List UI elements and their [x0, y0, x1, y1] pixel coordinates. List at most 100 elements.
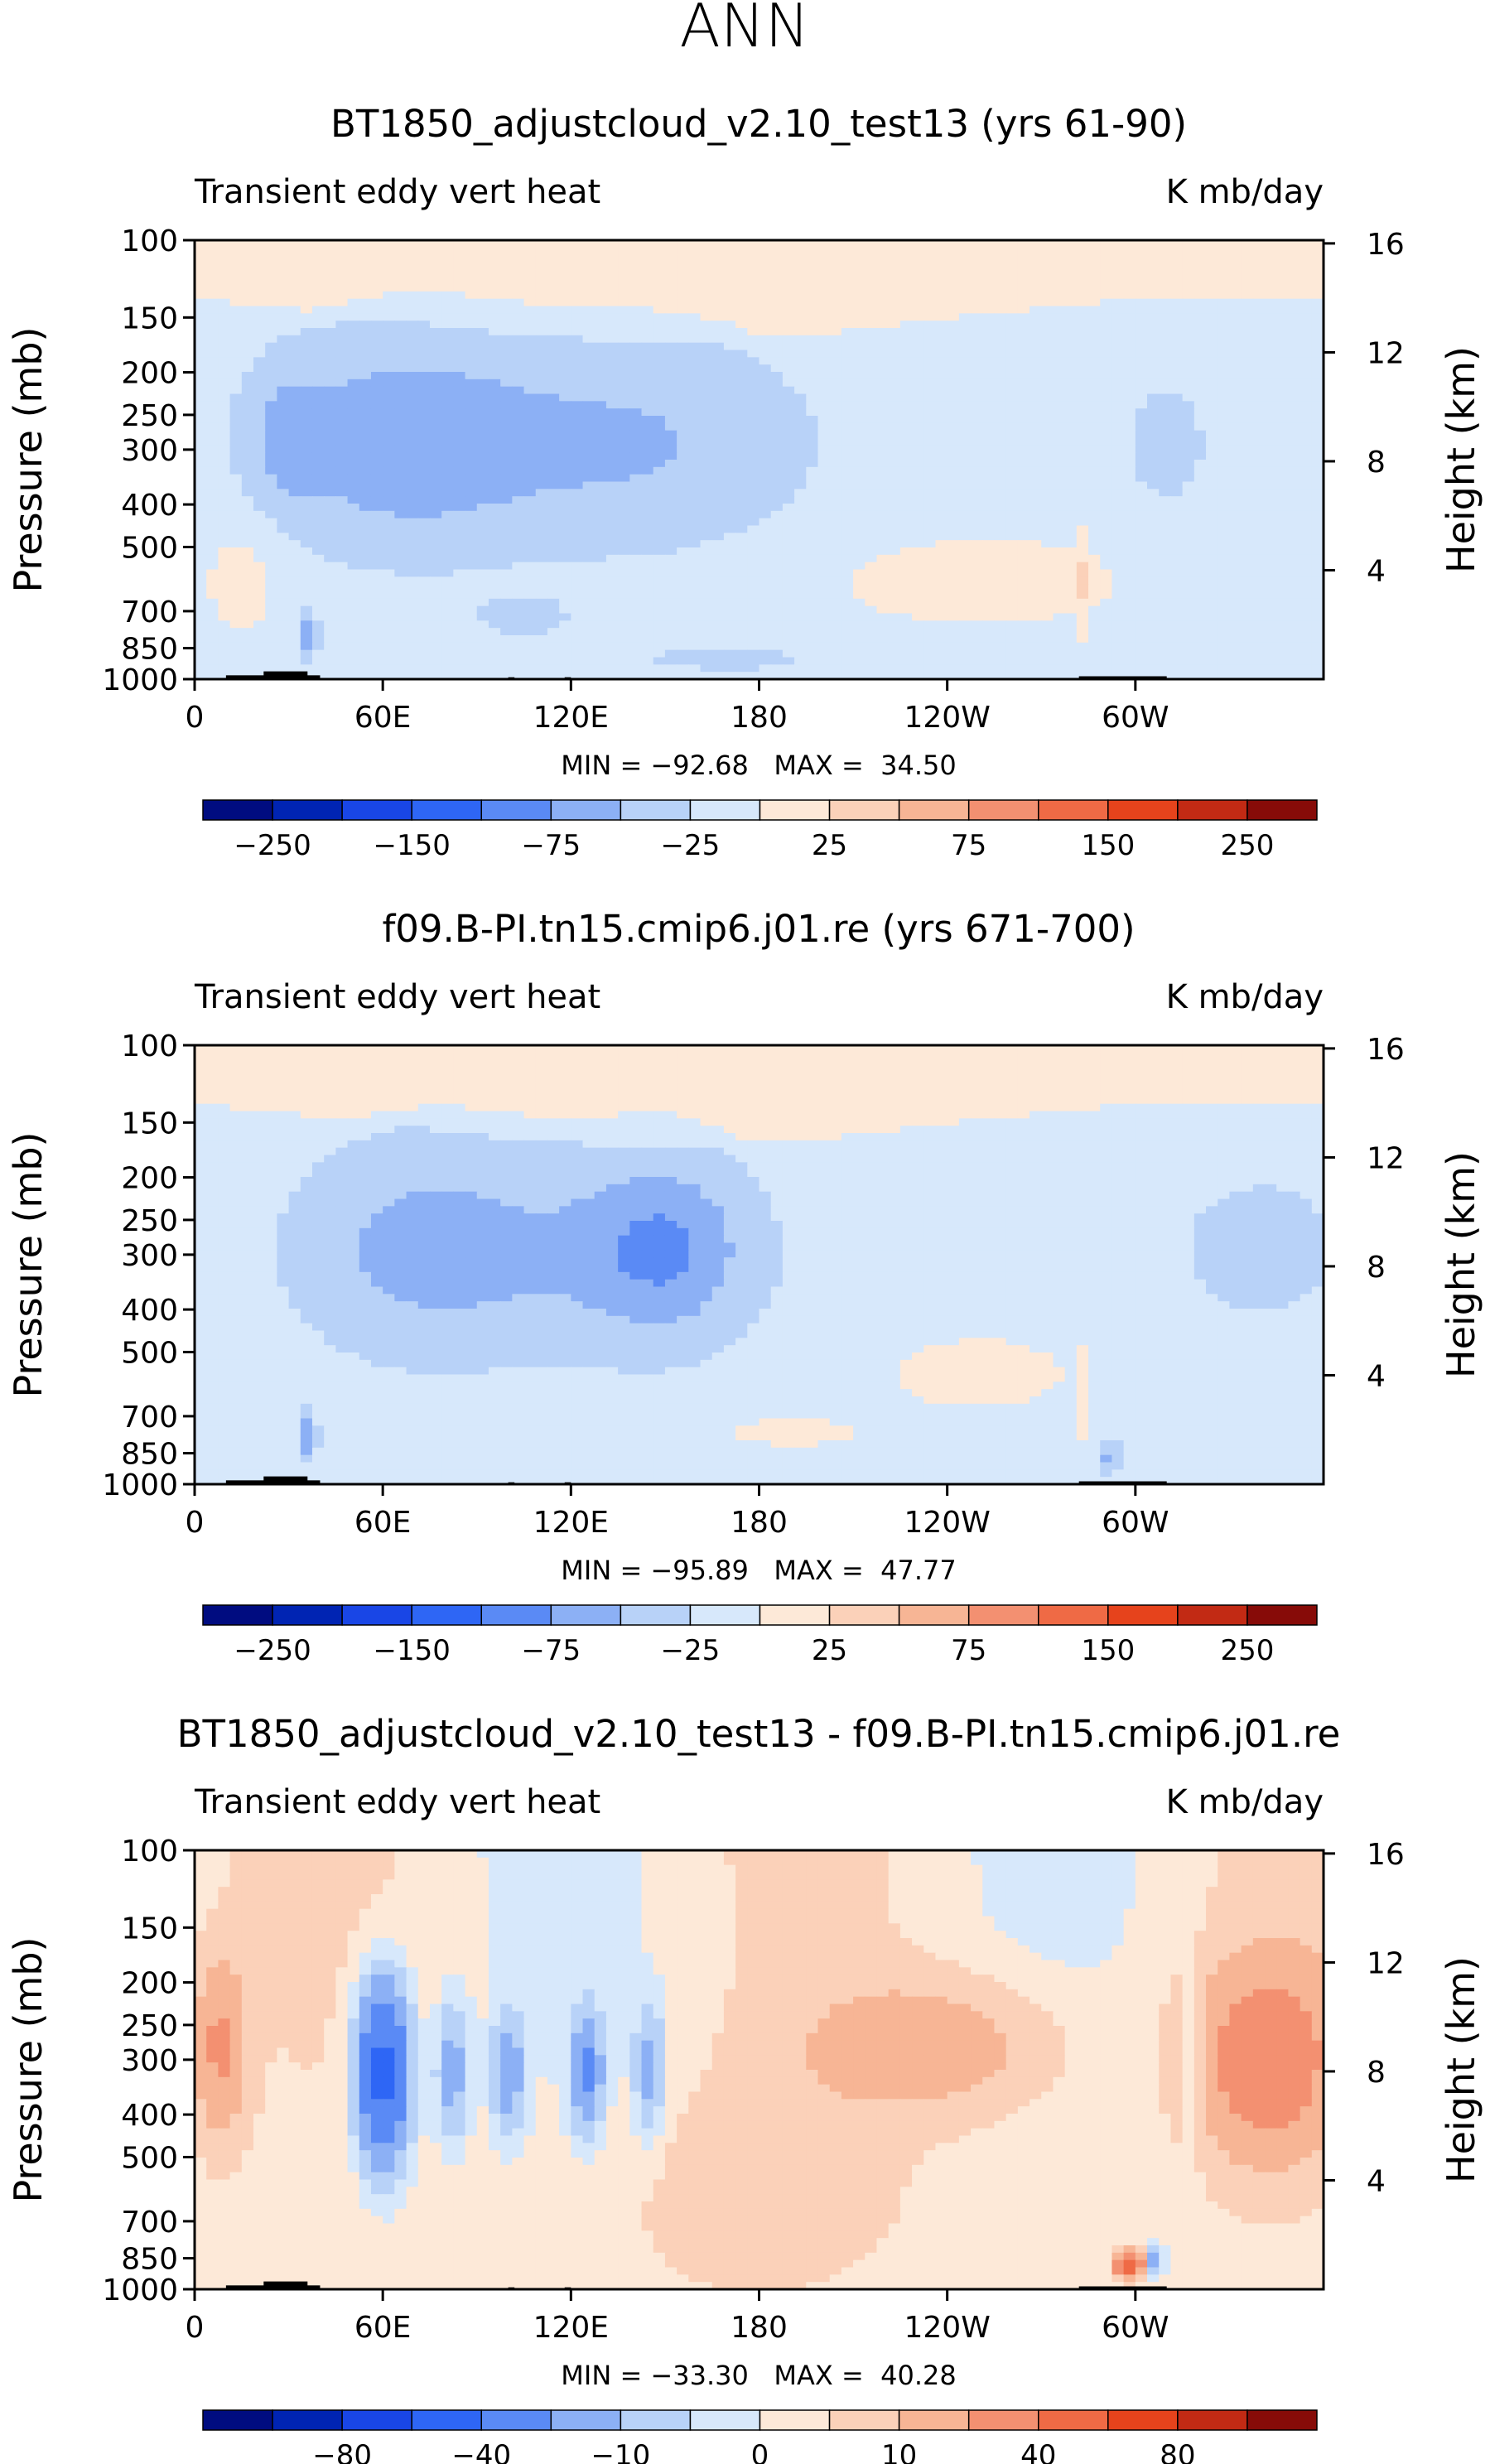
- heat-cell: [583, 408, 596, 416]
- heat-cell: [1088, 255, 1101, 263]
- heat-cell: [1147, 255, 1160, 263]
- heat-cell: [747, 313, 759, 321]
- heat-cell: [348, 357, 360, 364]
- heat-cell: [1312, 394, 1324, 402]
- heat-cell: [912, 328, 924, 335]
- heat-cell: [1041, 408, 1054, 416]
- heat-cell: [1159, 416, 1171, 423]
- heat-cell: [712, 343, 725, 350]
- heat-cell: [547, 292, 560, 299]
- heat-cell: [441, 277, 454, 284]
- heat-cell: [465, 379, 478, 387]
- heat-cell: [1088, 387, 1101, 394]
- heat-cell: [407, 394, 419, 402]
- heat-cell: [453, 269, 465, 277]
- heat-cell: [1300, 292, 1313, 299]
- heat-cell: [253, 438, 266, 446]
- heat-cell: [994, 379, 1006, 387]
- heat-cell: [747, 321, 759, 328]
- heat-cell: [783, 263, 795, 270]
- heat-cell: [935, 350, 948, 358]
- heat-cell: [512, 431, 524, 438]
- heat-cell: [1159, 431, 1171, 438]
- heat-cell: [1170, 292, 1183, 299]
- heat-cell: [841, 401, 854, 408]
- heat-cell: [1159, 299, 1171, 306]
- heat-cell: [830, 401, 842, 408]
- heat-cell: [677, 306, 689, 314]
- heat-cell: [1029, 423, 1042, 431]
- heat-cell: [1194, 394, 1207, 402]
- heat-cell: [1136, 343, 1148, 350]
- heat-cell: [948, 343, 960, 350]
- heat-cell: [982, 335, 995, 343]
- heat-cell: [524, 350, 537, 358]
- heat-cell: [606, 269, 619, 277]
- heat-cell: [301, 328, 313, 335]
- heat-cell: [783, 277, 795, 284]
- heat-cell: [359, 372, 372, 379]
- heat-cell: [1206, 255, 1218, 263]
- heat-cell: [1242, 357, 1254, 364]
- heat-cell: [830, 372, 842, 379]
- heat-cell: [1124, 379, 1136, 387]
- heat-cell: [500, 431, 513, 438]
- heat-cell: [242, 306, 254, 314]
- heat-cell: [536, 284, 548, 292]
- heat-cell: [265, 292, 277, 299]
- heat-cell: [1276, 263, 1289, 270]
- heat-cell: [665, 357, 677, 364]
- heat-cell: [1077, 269, 1089, 277]
- heat-cell: [642, 408, 654, 416]
- heat-cell: [876, 269, 889, 277]
- heat-cell: [1288, 284, 1300, 292]
- heat-cell: [394, 394, 407, 402]
- heat-cell: [1136, 416, 1148, 423]
- heat-cell: [195, 350, 207, 358]
- heat-cell: [195, 423, 207, 431]
- heat-cell: [1312, 401, 1324, 408]
- heat-cell: [712, 372, 725, 379]
- heat-cell: [1218, 255, 1230, 263]
- heat-cell: [876, 299, 889, 306]
- heat-cell: [653, 328, 666, 335]
- heat-cell: [489, 248, 501, 255]
- heat-cell: [724, 248, 736, 255]
- heat-cell: [1147, 284, 1160, 292]
- heat-cell: [595, 284, 607, 292]
- heat-cell: [536, 321, 548, 328]
- heat-cell: [783, 401, 795, 408]
- heat-cell: [489, 269, 501, 277]
- heat-cell: [735, 269, 748, 277]
- heat-cell: [1170, 321, 1183, 328]
- heat-cell: [783, 423, 795, 431]
- heat-cell: [289, 364, 301, 372]
- heat-cell: [1041, 379, 1054, 387]
- heat-cell: [817, 313, 830, 321]
- heat-cell: [418, 263, 431, 270]
- heat-cell: [677, 321, 689, 328]
- heat-cell: [1218, 394, 1230, 402]
- heat-cell: [876, 335, 889, 343]
- heat-cell: [524, 313, 537, 321]
- heat-cell: [747, 387, 759, 394]
- heat-cell: [1136, 248, 1148, 255]
- heat-cell: [559, 357, 571, 364]
- heat-cell: [1206, 335, 1218, 343]
- heat-cell: [242, 387, 254, 394]
- heat-cell: [324, 263, 336, 270]
- heat-cell: [453, 423, 465, 431]
- heat-cell: [677, 372, 689, 379]
- heat-cell: [1041, 343, 1054, 350]
- heat-cell: [571, 306, 583, 314]
- heat-cell: [841, 343, 854, 350]
- heat-cell: [1218, 328, 1230, 335]
- heat-cell: [559, 387, 571, 394]
- heat-cell: [489, 357, 501, 364]
- heat-cell: [500, 284, 513, 292]
- heat-cell: [688, 328, 701, 335]
- heat-cell: [900, 248, 913, 255]
- heat-cell: [994, 387, 1006, 394]
- heat-cell: [712, 379, 725, 387]
- heat-cell: [688, 277, 701, 284]
